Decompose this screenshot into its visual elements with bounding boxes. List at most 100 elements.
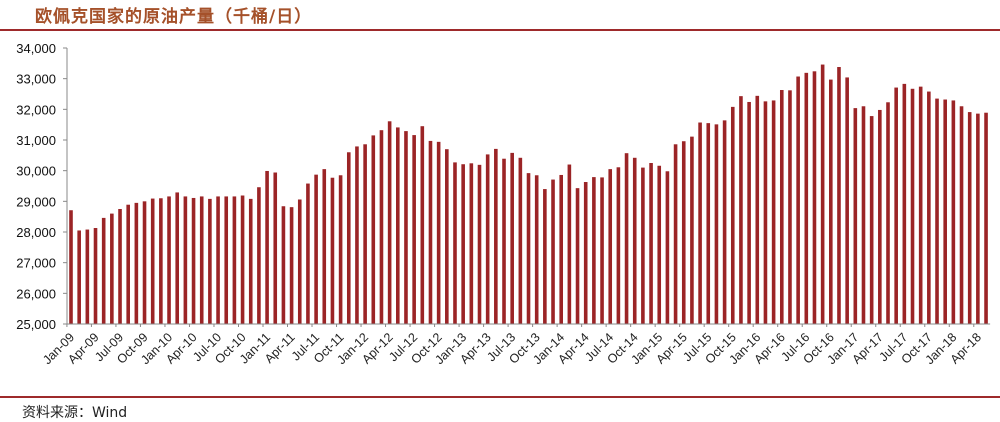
bar bbox=[632, 157, 637, 324]
bar bbox=[134, 202, 139, 324]
bar bbox=[845, 77, 849, 324]
bar bbox=[248, 198, 253, 324]
bar bbox=[559, 174, 563, 324]
bar bbox=[861, 106, 866, 325]
bar bbox=[379, 130, 384, 324]
bar bbox=[763, 101, 768, 324]
bar bbox=[910, 88, 915, 324]
bar bbox=[306, 183, 310, 324]
bar bbox=[902, 83, 907, 324]
top-divider bbox=[0, 29, 1000, 31]
y-tick-label: 29,000 bbox=[16, 194, 56, 209]
bar bbox=[371, 135, 376, 324]
y-tick-label: 28,000 bbox=[16, 225, 56, 240]
chart-title: 欧佩克国家的原油产量（千桶/日） bbox=[35, 7, 313, 27]
bar bbox=[191, 197, 196, 324]
bar bbox=[183, 196, 188, 324]
y-tick-label: 31,000 bbox=[16, 133, 56, 148]
bar bbox=[829, 79, 833, 324]
bar bbox=[869, 116, 874, 324]
bar bbox=[232, 196, 237, 324]
bar bbox=[755, 95, 760, 324]
bar bbox=[420, 126, 425, 324]
bar bbox=[681, 141, 686, 324]
bar bbox=[665, 171, 670, 324]
bar bbox=[257, 187, 261, 324]
bar bbox=[551, 179, 555, 324]
bar bbox=[175, 192, 180, 324]
source-note: 资料来源：Wind bbox=[22, 405, 128, 421]
bar bbox=[943, 99, 947, 325]
y-tick-label: 25,000 bbox=[16, 317, 56, 332]
bar bbox=[918, 86, 923, 324]
bar bbox=[706, 123, 711, 324]
bar bbox=[273, 172, 278, 324]
bar bbox=[461, 164, 465, 324]
bar bbox=[722, 120, 727, 325]
bar bbox=[93, 228, 98, 324]
bar-series bbox=[69, 64, 988, 325]
bar bbox=[567, 164, 572, 324]
bar bbox=[330, 177, 335, 324]
bar bbox=[714, 124, 719, 324]
bar bbox=[820, 64, 825, 324]
y-tick-label: 34,000 bbox=[16, 41, 56, 56]
bar bbox=[575, 188, 580, 324]
bar bbox=[543, 189, 547, 324]
bar bbox=[788, 90, 792, 324]
bar bbox=[150, 198, 155, 324]
bar bbox=[894, 87, 898, 324]
bar bbox=[101, 217, 106, 324]
bar bbox=[436, 141, 441, 324]
bar bbox=[363, 144, 367, 324]
bar bbox=[224, 196, 229, 324]
bar bbox=[453, 162, 457, 324]
bar bbox=[297, 199, 302, 324]
bar bbox=[216, 196, 220, 324]
bar bbox=[967, 112, 972, 324]
bar bbox=[592, 177, 596, 324]
bar bbox=[314, 174, 318, 324]
bar bbox=[853, 108, 858, 324]
bar bbox=[485, 154, 490, 324]
bar bbox=[927, 91, 931, 324]
bar bbox=[346, 152, 351, 324]
bar bbox=[616, 167, 621, 324]
bar bbox=[951, 100, 956, 324]
bar bbox=[518, 157, 523, 324]
bar bbox=[624, 153, 629, 324]
bar bbox=[698, 122, 702, 325]
bar bbox=[657, 165, 662, 324]
bar bbox=[289, 207, 294, 324]
bar bbox=[265, 170, 269, 324]
bar bbox=[428, 140, 433, 324]
bar bbox=[959, 106, 964, 325]
bar bbox=[812, 71, 817, 324]
bar bbox=[690, 136, 694, 324]
bar bbox=[583, 182, 588, 324]
bar bbox=[167, 196, 171, 324]
bar bbox=[526, 173, 531, 324]
bar bbox=[322, 169, 327, 324]
bar bbox=[878, 109, 882, 324]
bar bbox=[771, 100, 776, 324]
bar bbox=[779, 90, 784, 324]
bar bbox=[641, 167, 645, 324]
bar bbox=[118, 209, 122, 324]
bar bbox=[404, 131, 408, 324]
bar bbox=[739, 96, 743, 325]
bar bbox=[608, 169, 613, 324]
bar bbox=[534, 175, 539, 324]
bar bbox=[126, 204, 130, 324]
bar bbox=[837, 67, 841, 324]
y-tick-label: 27,000 bbox=[16, 256, 56, 271]
bar bbox=[502, 158, 506, 324]
bar bbox=[804, 72, 809, 324]
bar bbox=[796, 76, 800, 325]
bar bbox=[355, 146, 359, 324]
bar bbox=[494, 148, 498, 324]
bar bbox=[77, 230, 81, 324]
bar bbox=[412, 135, 416, 324]
bar bbox=[396, 127, 400, 325]
bar bbox=[976, 113, 980, 324]
